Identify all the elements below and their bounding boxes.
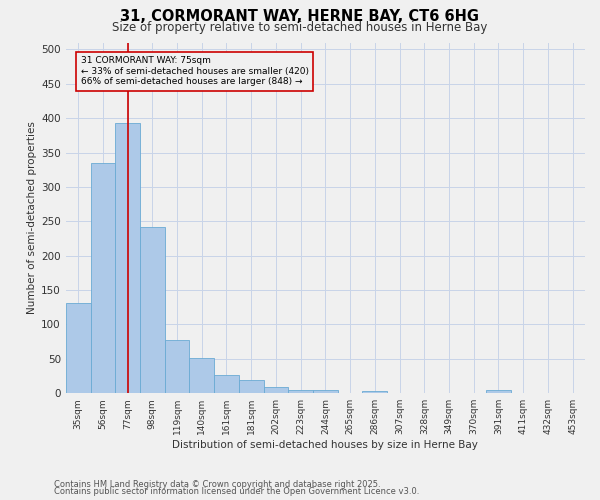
Bar xyxy=(164,340,190,393)
Text: Contains HM Land Registry data © Crown copyright and database right 2025.: Contains HM Land Registry data © Crown c… xyxy=(54,480,380,489)
Bar xyxy=(66,303,91,393)
Bar xyxy=(91,163,115,393)
Bar xyxy=(313,390,338,393)
Y-axis label: Number of semi-detached properties: Number of semi-detached properties xyxy=(27,122,37,314)
X-axis label: Distribution of semi-detached houses by size in Herne Bay: Distribution of semi-detached houses by … xyxy=(172,440,478,450)
Text: Size of property relative to semi-detached houses in Herne Bay: Size of property relative to semi-detach… xyxy=(112,21,488,34)
Bar xyxy=(140,228,164,393)
Bar xyxy=(239,380,263,393)
Bar xyxy=(190,358,214,393)
Bar xyxy=(115,123,140,393)
Bar xyxy=(486,390,511,393)
Bar xyxy=(214,376,239,393)
Text: 31 CORMORANT WAY: 75sqm
← 33% of semi-detached houses are smaller (420)
66% of s: 31 CORMORANT WAY: 75sqm ← 33% of semi-de… xyxy=(80,56,308,86)
Bar xyxy=(362,391,387,393)
Text: 31, CORMORANT WAY, HERNE BAY, CT6 6HG: 31, CORMORANT WAY, HERNE BAY, CT6 6HG xyxy=(121,9,479,24)
Bar xyxy=(289,390,313,393)
Bar xyxy=(263,387,289,393)
Text: Contains public sector information licensed under the Open Government Licence v3: Contains public sector information licen… xyxy=(54,487,419,496)
